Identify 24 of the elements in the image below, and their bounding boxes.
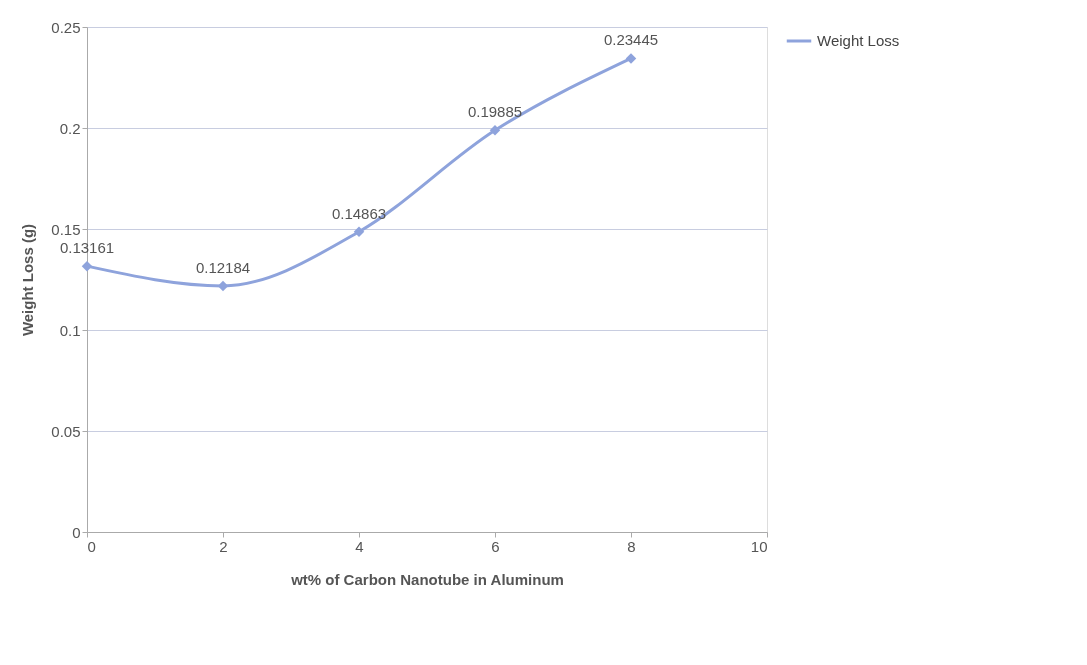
x-tick-label: 10: [750, 537, 768, 555]
x-tick-label: 6: [491, 537, 500, 555]
y-axis-title: Weight Loss (g): [19, 223, 37, 337]
data-label: 0.14863: [331, 204, 387, 222]
y-tick-label: 0: [72, 523, 81, 541]
data-label: 0.13161: [59, 239, 115, 257]
x-tick-label: 2: [219, 537, 228, 555]
x-axis-title: wt% of Carbon Nanotube in Aluminum: [290, 570, 564, 588]
y-tick-label: 0.2: [59, 119, 81, 137]
point: [81, 260, 93, 272]
x-tick-label: 8: [627, 537, 636, 555]
point: [489, 125, 501, 136]
x-tick-label: 0: [87, 537, 96, 555]
point: [625, 53, 637, 64]
y-tick-label: 0.05: [51, 422, 81, 440]
point: [353, 226, 365, 238]
y-tick-label: 0.1: [59, 321, 81, 339]
data-label: 0.23445: [603, 31, 659, 49]
x-tick-label: 4: [355, 537, 364, 555]
legend-label: Weight Loss: [817, 32, 900, 49]
data-label: 0.19885: [467, 103, 523, 121]
y-tick-label: 0.25: [51, 18, 81, 36]
data-label: 0.12184: [195, 258, 251, 276]
y-tick-label: 0.15: [51, 220, 81, 238]
